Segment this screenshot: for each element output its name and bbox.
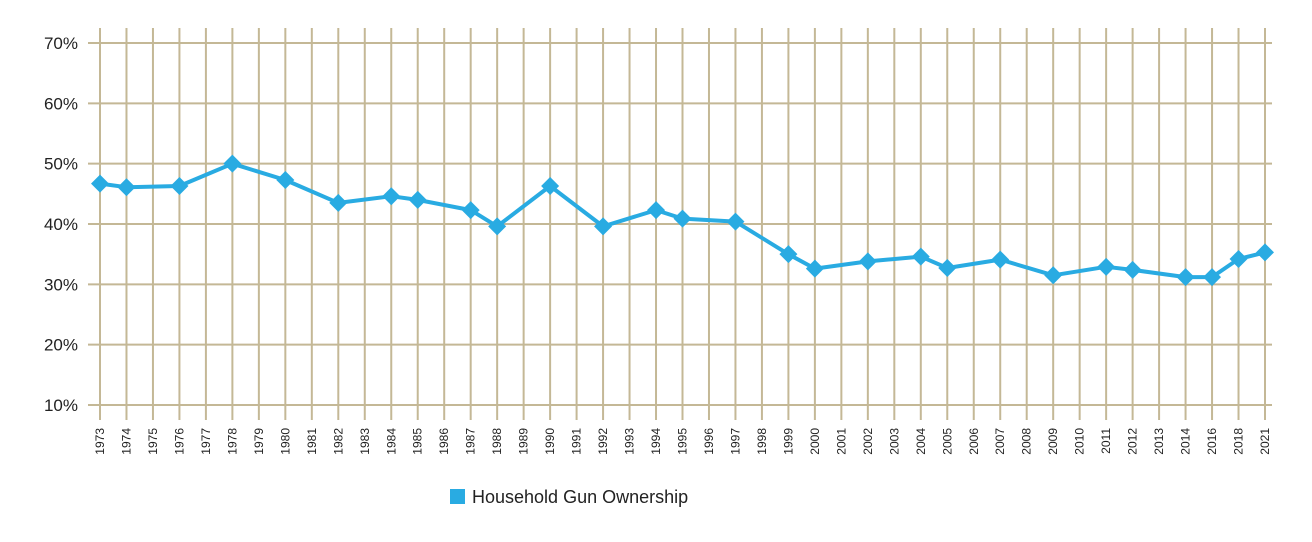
- data-point: [170, 176, 189, 195]
- data-point: [541, 176, 560, 195]
- series-group: [91, 154, 1274, 287]
- data-point: [1176, 268, 1195, 287]
- x-tick-label: 2010: [1073, 428, 1087, 455]
- data-point: [938, 259, 957, 278]
- x-tick-label: 1998: [755, 428, 769, 455]
- x-tick-label: 2009: [1046, 428, 1060, 455]
- x-tick-label: 2018: [1232, 428, 1246, 455]
- y-tick-label: 30%: [44, 275, 78, 294]
- x-tick-label: 1986: [437, 428, 451, 455]
- data-point: [991, 250, 1010, 269]
- y-tick-label: 50%: [44, 155, 78, 174]
- data-point: [117, 178, 136, 197]
- legend-swatch: [450, 489, 465, 504]
- data-point: [805, 259, 824, 278]
- x-tick-label: 2014: [1179, 428, 1193, 455]
- x-tick-label: 1994: [649, 428, 663, 455]
- x-tick-label: 2021: [1258, 428, 1272, 455]
- x-tick-label: 1973: [93, 428, 107, 455]
- data-point: [329, 193, 348, 212]
- x-tick-label: 2005: [940, 428, 954, 455]
- data-point: [726, 212, 745, 231]
- data-point: [488, 217, 507, 236]
- data-point: [647, 201, 666, 220]
- data-point: [223, 154, 242, 173]
- x-tick-label: 2006: [967, 428, 981, 455]
- x-tick-label: 1996: [702, 428, 716, 455]
- data-point: [91, 174, 109, 193]
- x-tick-label: 1995: [676, 428, 690, 455]
- data-point: [858, 252, 877, 271]
- x-tick-label: 2007: [993, 428, 1007, 455]
- x-tick-label: 1983: [358, 428, 372, 455]
- x-tick-label: 2016: [1205, 428, 1219, 455]
- x-tick-label: 1977: [199, 428, 213, 455]
- y-tick-label: 10%: [44, 396, 78, 415]
- data-point: [779, 245, 798, 264]
- x-tick-label: 2000: [808, 428, 822, 455]
- x-tick-label: 2003: [887, 428, 901, 455]
- data-point: [408, 190, 427, 209]
- x-tick-label: 1984: [384, 428, 398, 455]
- data-point: [1203, 268, 1222, 287]
- x-tick-label: 1988: [490, 428, 504, 455]
- y-tick-label: 40%: [44, 215, 78, 234]
- data-point: [911, 247, 930, 266]
- data-point: [276, 170, 295, 189]
- legend: Household Gun Ownership: [450, 487, 688, 507]
- data-point: [1256, 243, 1274, 262]
- data-point: [1229, 249, 1248, 268]
- data-point: [382, 187, 401, 206]
- x-tick-label: 1993: [623, 428, 637, 455]
- x-tick-label: 2012: [1126, 428, 1140, 455]
- x-tick-label: 1989: [517, 428, 531, 455]
- x-tick-label: 2008: [1020, 428, 1034, 455]
- x-tick-label: 1980: [278, 428, 292, 455]
- x-tick-label: 1982: [331, 428, 345, 455]
- y-tick-label: 70%: [44, 34, 78, 53]
- x-tick-label: 1981: [305, 428, 319, 455]
- x-tick-label: 2001: [834, 428, 848, 455]
- x-tick-label: 2002: [861, 428, 875, 455]
- x-tick-label: 1999: [781, 428, 795, 455]
- data-point: [594, 217, 613, 236]
- x-tick-label: 1990: [543, 428, 557, 455]
- x-tick-label: 1979: [252, 428, 266, 455]
- x-tick-label: 1974: [119, 428, 133, 455]
- x-tick-label: 1992: [596, 428, 610, 455]
- x-tick-label: 1991: [570, 428, 584, 455]
- series-line: [99, 161, 1266, 280]
- y-tick-label: 20%: [44, 336, 78, 355]
- x-tick-label: 2004: [914, 428, 928, 455]
- data-point: [673, 209, 692, 228]
- y-tick-label: 60%: [44, 94, 78, 113]
- data-point: [1123, 260, 1142, 279]
- legend-label: Household Gun Ownership: [472, 487, 688, 507]
- x-axis-tick-labels: 1973 1974 1975 1976 1977 1978 1979 1980 1981 1982…: [93, 428, 1272, 455]
- x-tick-label: 1985: [411, 428, 425, 455]
- data-point: [461, 201, 480, 220]
- y-axis-tick-labels: 10% 20% 30% 40% 50% 60% 70%: [44, 34, 78, 415]
- data-point: [1044, 266, 1063, 285]
- x-tick-label: 1978: [225, 428, 239, 455]
- vertical-gridlines: [99, 28, 1266, 420]
- x-tick-label: 2013: [1152, 428, 1166, 455]
- x-tick-label: 2011: [1099, 428, 1113, 454]
- x-tick-label: 1997: [728, 428, 742, 455]
- x-tick-label: 1975: [146, 428, 160, 455]
- x-tick-label: 1976: [172, 428, 186, 455]
- x-tick-label: 1987: [464, 428, 478, 455]
- data-point: [1097, 257, 1116, 276]
